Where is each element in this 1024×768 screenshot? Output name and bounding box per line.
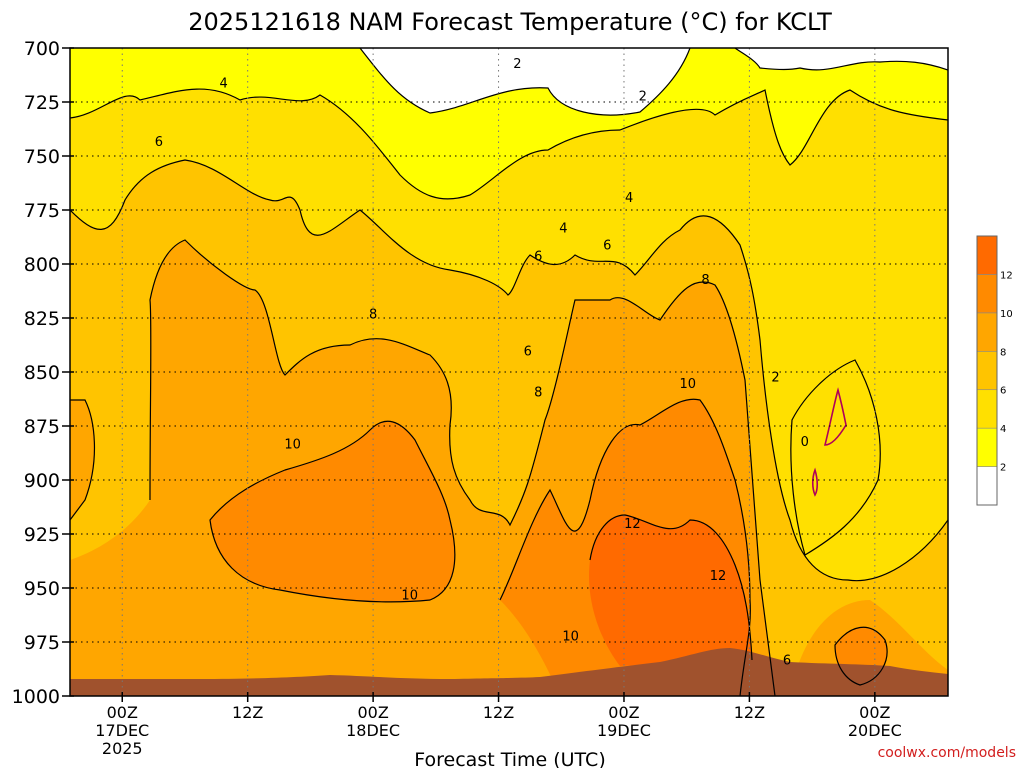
legend-label: 2 bbox=[1000, 463, 1006, 474]
y-tick-label: 925 bbox=[24, 524, 60, 546]
legend-swatch bbox=[976, 274, 998, 314]
x-tick-label: 00Z bbox=[107, 703, 138, 722]
contour-label: 0 bbox=[801, 435, 809, 450]
x-tick-label: 12Z bbox=[734, 703, 765, 722]
x-tick-label: 12Z bbox=[232, 703, 263, 722]
contour-label: 6 bbox=[783, 653, 791, 668]
color-legend: 2 4 6 8 10 12 bbox=[976, 235, 1013, 506]
contour-labels: 4 6 2 2 4 4 6 6 6 8 8 8 10 10 10 10 12 12 2 0 6 bbox=[155, 57, 809, 668]
contour-label: 10 bbox=[401, 588, 418, 603]
contour-label: 4 bbox=[625, 191, 633, 206]
y-tick-label: 1000 bbox=[12, 686, 60, 708]
legend-label: 8 bbox=[1000, 347, 1006, 358]
x-tick-date: 17DEC bbox=[95, 721, 149, 740]
isotherm-10-right bbox=[499, 398, 751, 696]
legend-swatch bbox=[976, 389, 998, 429]
legend-swatch bbox=[976, 235, 998, 275]
y-tick-label: 700 bbox=[24, 38, 60, 60]
legend-swatch bbox=[976, 427, 998, 467]
contour-label: 8 bbox=[534, 385, 542, 400]
band-above-0-clear-right bbox=[735, 48, 948, 70]
y-tick-label: 750 bbox=[24, 146, 60, 168]
grid-lines bbox=[70, 48, 948, 696]
contour-label: 12 bbox=[624, 517, 641, 532]
x-tick-label: 00Z bbox=[859, 703, 890, 722]
contour-label: 10 bbox=[284, 437, 301, 452]
y-tick-label: 875 bbox=[24, 416, 60, 438]
ground-terrain bbox=[70, 648, 948, 696]
isotherm-4 bbox=[70, 88, 948, 200]
band-above-0-clear bbox=[360, 48, 690, 115]
legend-label: 10 bbox=[1000, 309, 1013, 320]
x-tick-date: 20DEC bbox=[848, 721, 902, 740]
x-axis-label: Forecast Time (UTC) bbox=[414, 749, 605, 768]
y-tick-label: 825 bbox=[24, 308, 60, 330]
contour-label: 10 bbox=[562, 630, 579, 645]
contour-label: 6 bbox=[603, 239, 611, 254]
plot-area bbox=[70, 48, 948, 696]
x-tick-date: 19DEC bbox=[597, 721, 651, 740]
contour-label: 12 bbox=[710, 569, 727, 584]
isotherm-2-lower bbox=[790, 359, 881, 556]
y-tick-label: 800 bbox=[24, 254, 60, 276]
x-tick-label: 00Z bbox=[357, 703, 388, 722]
x-tick-label: 00Z bbox=[608, 703, 639, 722]
isotherm-12 bbox=[589, 514, 753, 661]
x-tick-label: 12Z bbox=[483, 703, 514, 722]
contour-label: 6 bbox=[155, 135, 163, 150]
credit-text: coolwx.com/models bbox=[878, 745, 1016, 761]
x-tick-date: 18DEC bbox=[346, 721, 400, 740]
isotherm-10 bbox=[209, 420, 456, 603]
isotherm-0 bbox=[811, 387, 847, 497]
y-axis: 700 725 750 775 800 825 850 875 900 925 950 975 1000 bbox=[12, 38, 74, 708]
legend-label: 6 bbox=[1000, 386, 1006, 397]
contour-label: 2 bbox=[771, 370, 779, 385]
isotherm-8-left bbox=[70, 399, 96, 521]
y-tick-label: 950 bbox=[24, 578, 60, 600]
isotherm-2-right bbox=[734, 48, 948, 71]
legend-swatch bbox=[976, 312, 998, 352]
y-tick-label: 850 bbox=[24, 362, 60, 384]
x-tick-year: 2025 bbox=[102, 739, 143, 758]
isotherm-6 bbox=[70, 159, 948, 582]
y-tick-label: 775 bbox=[24, 200, 60, 222]
legend-label: 4 bbox=[1000, 424, 1006, 435]
contour-label: 10 bbox=[679, 377, 696, 392]
contour-label: 4 bbox=[220, 77, 228, 92]
isotherm-2-upper bbox=[359, 48, 691, 116]
chart-title: 2025121618 NAM Forecast Temperature (°C)… bbox=[188, 8, 832, 36]
band-above-12 bbox=[589, 515, 752, 666]
isotherms bbox=[70, 48, 948, 696]
contour-label: 2 bbox=[513, 57, 521, 72]
legend-swatch bbox=[976, 350, 998, 391]
contour-label: 2 bbox=[639, 90, 647, 105]
contour-label: 8 bbox=[701, 273, 709, 288]
legend-frame bbox=[976, 235, 998, 506]
legend-swatch bbox=[976, 466, 998, 506]
legend-label: 12 bbox=[1000, 270, 1013, 281]
isotherm-8 bbox=[149, 239, 776, 696]
isotherm-8-lower-right bbox=[834, 626, 888, 686]
contour-label: 8 bbox=[369, 308, 377, 323]
y-tick-label: 725 bbox=[24, 92, 60, 114]
y-tick-label: 900 bbox=[24, 470, 60, 492]
contour-label: 4 bbox=[559, 221, 567, 236]
contour-label: 6 bbox=[524, 344, 532, 359]
contour-label: 6 bbox=[534, 249, 542, 264]
y-tick-label: 975 bbox=[24, 632, 60, 654]
